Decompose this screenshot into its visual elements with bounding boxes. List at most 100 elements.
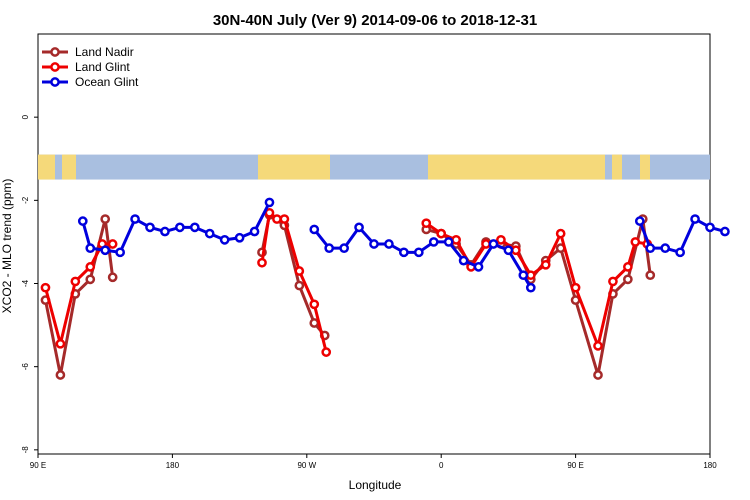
ocean-glint-point bbox=[219, 234, 230, 245]
ocean-glint-point bbox=[264, 197, 275, 208]
land-glint-point bbox=[511, 245, 521, 256]
ocean-glint-point bbox=[85, 243, 96, 254]
land-block bbox=[62, 154, 76, 180]
ocean-glint-line bbox=[313, 225, 533, 289]
land-block bbox=[38, 154, 55, 180]
land-glint-point bbox=[608, 276, 618, 287]
ocean-glint-point bbox=[130, 214, 140, 224]
ocean-glint-point bbox=[634, 216, 645, 226]
land-block bbox=[258, 154, 330, 180]
ocean-glint-point bbox=[675, 247, 685, 258]
x-tick-label: 180 bbox=[703, 461, 717, 470]
ocean-glint-point bbox=[503, 245, 514, 256]
ocean-glint-point bbox=[77, 216, 88, 226]
y-tick-label: -6 bbox=[21, 363, 30, 371]
series-layer bbox=[40, 197, 730, 380]
ocean-glint-point bbox=[399, 247, 409, 258]
ocean-glint-point bbox=[309, 224, 320, 235]
land-glint-point bbox=[570, 282, 581, 293]
y-tick-label: -4 bbox=[21, 279, 30, 287]
land-nadir-point bbox=[593, 370, 603, 380]
land-nadir-line bbox=[43, 217, 115, 377]
land-nadir-point bbox=[100, 214, 111, 224]
ocean-glint-point bbox=[705, 222, 715, 233]
ocean-glint-point bbox=[234, 232, 245, 243]
ocean-glint-point bbox=[324, 243, 335, 254]
ocean-glint-point bbox=[525, 282, 536, 293]
ocean-glint-point bbox=[690, 214, 700, 224]
land-nadir-point bbox=[107, 272, 118, 283]
land-glint-point bbox=[451, 234, 461, 245]
ocean-glint-point bbox=[145, 222, 155, 233]
ocean-glint-point bbox=[428, 237, 439, 247]
ocean-glint-point bbox=[175, 222, 185, 233]
ocean-glint-point bbox=[189, 222, 200, 233]
land-glint-point bbox=[481, 239, 491, 249]
ocean-glint-point bbox=[488, 239, 499, 249]
ocean-glint-point bbox=[458, 255, 469, 266]
plot-frame bbox=[37, 33, 711, 455]
land-glint-point bbox=[525, 270, 536, 281]
ocean-glint-point bbox=[660, 243, 671, 254]
land-nadir-point bbox=[85, 274, 96, 285]
ocean-band bbox=[38, 154, 710, 180]
y-tick-label: 0 bbox=[21, 114, 30, 119]
y-axis: 0 -2 -4 -6 -8 bbox=[21, 114, 38, 453]
ocean-glint-point bbox=[413, 247, 424, 258]
ocean-glint-point bbox=[160, 226, 170, 237]
land-glint-point bbox=[257, 257, 267, 268]
ocean-glint-point bbox=[645, 243, 656, 254]
ocean-glint-point bbox=[115, 247, 125, 258]
x-tick-label: 180 bbox=[166, 461, 180, 470]
land-glint-point bbox=[264, 207, 275, 218]
land-glint-point bbox=[272, 214, 282, 224]
ocean-glint-point bbox=[354, 222, 364, 233]
legend-label-land-glint: Land Glint bbox=[75, 60, 130, 74]
x-tick-label: 90 E bbox=[30, 461, 46, 470]
legend-label-land-nadir: Land Nadir bbox=[75, 45, 134, 59]
land-glint-point bbox=[309, 299, 320, 310]
land-glint-point bbox=[623, 262, 633, 272]
legend-marker-land-glint bbox=[50, 62, 60, 72]
x-tick-label: 0 bbox=[439, 461, 444, 470]
land-nadir-point bbox=[645, 270, 656, 281]
land-glint-point bbox=[40, 282, 51, 293]
land-block bbox=[612, 154, 622, 180]
legend-label-ocean-glint: Ocean Glint bbox=[75, 75, 139, 89]
ocean-glint-point bbox=[443, 237, 454, 247]
ocean-glint-point bbox=[369, 239, 379, 249]
legend-marker-ocean-glint bbox=[50, 77, 60, 87]
land-glint-line bbox=[425, 221, 648, 348]
y-axis-label: XCO2 - MLO trend (ppm) bbox=[0, 179, 14, 314]
chart-title: 30N-40N July (Ver 9) 2014-09-06 to 2018-… bbox=[213, 12, 537, 29]
x-axis-label: Longitude bbox=[349, 478, 402, 492]
y-tick-label: -8 bbox=[21, 446, 30, 454]
x-tick-label: 90 W bbox=[297, 461, 316, 470]
x-tick-label: 90 E bbox=[567, 461, 583, 470]
x-axis: 90 E 180 90 W 0 90 E 180 bbox=[30, 454, 717, 470]
ocean-glint-point bbox=[100, 245, 111, 256]
land-block bbox=[640, 154, 650, 180]
land-glint-point bbox=[321, 347, 332, 357]
land-nadir-point bbox=[623, 274, 633, 285]
land-glint-point bbox=[496, 234, 506, 245]
ocean-glint-point bbox=[339, 243, 349, 254]
land-glint-point bbox=[555, 228, 566, 239]
land-glint-point bbox=[436, 228, 447, 239]
legend-marker-land-nadir bbox=[50, 47, 60, 57]
land-glint-point bbox=[70, 276, 81, 287]
land-glint-point bbox=[107, 239, 118, 249]
land-glint-point bbox=[294, 266, 305, 276]
land-glint-point bbox=[279, 214, 290, 224]
ocean-glint-point bbox=[473, 262, 484, 272]
ocean-glint-point bbox=[204, 228, 215, 239]
land-glint-point bbox=[85, 262, 96, 272]
y-tick-label: -2 bbox=[21, 196, 30, 204]
land-glint-point bbox=[630, 237, 641, 247]
ocean-glint-point bbox=[720, 226, 730, 237]
land-glint-point bbox=[540, 259, 551, 270]
land-glint-point bbox=[421, 218, 432, 229]
land-glint-point bbox=[55, 338, 66, 349]
